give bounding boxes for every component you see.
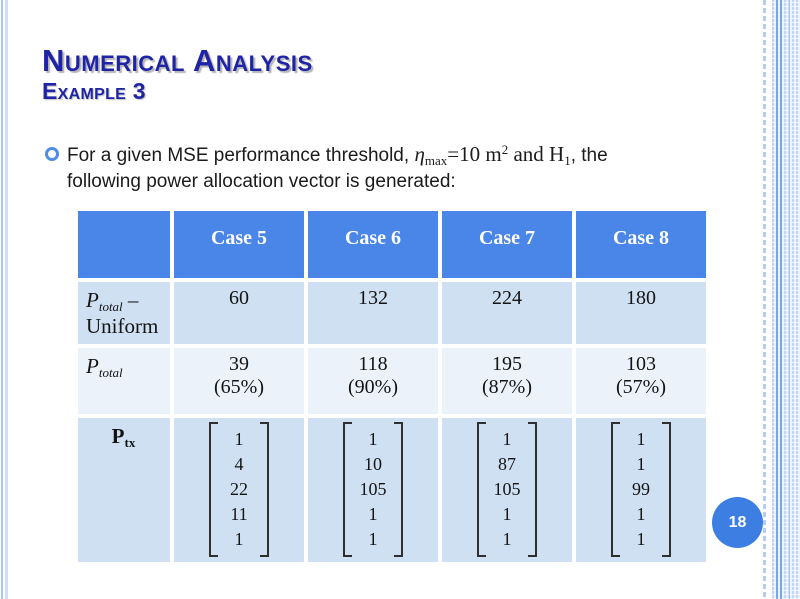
row-label-ptx: Ptx xyxy=(78,418,170,562)
power-allocation-table: Case 5 Case 6 Case 7 Case 8 Ptotal – Uni… xyxy=(74,207,710,566)
p-symbol: P xyxy=(86,354,99,378)
row-label-ptotal: Ptotal xyxy=(78,348,170,414)
vector-bracket-right xyxy=(260,422,269,557)
vector-bracket-left xyxy=(343,422,352,557)
h-subscript: 1 xyxy=(564,153,571,168)
table-row-ptx: Ptx 1 4 22 11 1 1 10 105 1 1 xyxy=(78,418,706,562)
total-amount: 39 xyxy=(229,353,249,375)
row-label-line2: Uniform xyxy=(86,314,159,338)
total-value-case8: 103 (57%) xyxy=(576,348,706,414)
uniform-value-case7: 224 xyxy=(442,282,572,344)
total-value-case7: 195 (87%) xyxy=(442,348,572,414)
slide-title: Numerical Analysis xyxy=(42,43,313,78)
total-percent: (57%) xyxy=(616,376,666,398)
dash: – xyxy=(122,288,139,312)
vector-values: 1 1 99 1 1 xyxy=(632,429,650,549)
vector-bracket-right xyxy=(394,422,403,557)
col-header-case-6: Case 6 xyxy=(308,211,438,278)
total-amount: 103 xyxy=(626,353,656,375)
vector: 1 1 99 1 1 xyxy=(611,422,671,557)
col-header-case-7: Case 7 xyxy=(442,211,572,278)
vector: 1 4 22 11 1 xyxy=(209,422,269,557)
right-border-decoration xyxy=(772,0,800,599)
ptx-vector-case8: 1 1 99 1 1 xyxy=(576,418,706,562)
vector-bracket-right xyxy=(662,422,671,557)
uniform-value-case5: 60 xyxy=(174,282,304,344)
row-label-ptotal-uniform: Ptotal – Uniform xyxy=(78,282,170,344)
total-percent: (65%) xyxy=(214,376,264,398)
equals-value: =10 m xyxy=(447,142,502,166)
total-amount: 118 xyxy=(358,353,388,375)
formula: ηmax=10 m2 and H1 xyxy=(414,142,571,168)
bullet-text: For a given MSE performance threshold, η… xyxy=(67,141,754,195)
total-value-case6: 118 (90%) xyxy=(308,348,438,414)
vector-values: 1 4 22 11 1 xyxy=(230,429,248,549)
bullet-line-2: following power allocation vector is gen… xyxy=(67,171,456,192)
bullet-line1-end: , the xyxy=(570,145,608,166)
bullet-line-1: For a given MSE performance threshold, η… xyxy=(67,141,754,169)
uniform-value-case8: 180 xyxy=(576,282,706,344)
vector-values: 1 87 105 1 1 xyxy=(493,429,521,549)
slide-subtitle: Example 3 xyxy=(42,78,146,104)
col-header-case-8: Case 8 xyxy=(576,211,706,278)
vector: 1 10 105 1 1 xyxy=(343,422,403,557)
table-header-row: Case 5 Case 6 Case 7 Case 8 xyxy=(78,211,706,278)
h-symbol: H xyxy=(549,142,565,166)
meters-exponent: 2 xyxy=(501,142,509,157)
col-header-case-5: Case 5 xyxy=(174,211,304,278)
total-percent: (87%) xyxy=(482,376,532,398)
page-number-badge: 18 xyxy=(712,497,763,548)
ptx-vector-case6: 1 10 105 1 1 xyxy=(308,418,438,562)
page-number: 18 xyxy=(728,513,747,531)
vector: 1 87 105 1 1 xyxy=(477,422,537,557)
vector-bracket-left xyxy=(611,422,620,557)
total-amount: 195 xyxy=(492,353,522,375)
eta-subscript: max xyxy=(424,153,448,168)
vector-bracket-left xyxy=(477,422,486,557)
corner-header-cell xyxy=(78,211,170,278)
p-symbol: P xyxy=(86,288,99,312)
bullet-line1-sans: For a given MSE performance threshold, xyxy=(67,145,415,166)
vector-bracket-right xyxy=(528,422,537,557)
p-symbol: P xyxy=(111,424,125,448)
bullet-circle-icon xyxy=(45,147,59,161)
total-percent: (90%) xyxy=(348,376,398,398)
vector-values: 1 10 105 1 1 xyxy=(359,429,387,549)
p-subscript: tx xyxy=(124,435,136,450)
ptx-vector-case5: 1 4 22 11 1 xyxy=(174,418,304,562)
uniform-value-case6: 132 xyxy=(308,282,438,344)
eta-symbol: η xyxy=(414,142,425,166)
total-value-case5: 39 (65%) xyxy=(174,348,304,414)
table-row-ptotal: Ptotal 39 (65%) 118 (90%) 195 (87%) 103 … xyxy=(78,348,706,414)
left-border-decoration xyxy=(0,0,10,599)
vector-bracket-left xyxy=(209,422,218,557)
title-block: Numerical Analysis Example 3 xyxy=(42,44,313,104)
right-dotted-line-decoration xyxy=(763,0,766,599)
bullet-item: For a given MSE performance threshold, η… xyxy=(44,141,754,195)
table-row-ptotal-uniform: Ptotal – Uniform 60 132 224 180 xyxy=(78,282,706,344)
p-subscript: total xyxy=(98,299,123,314)
ptx-vector-case7: 1 87 105 1 1 xyxy=(442,418,572,562)
and-text: and xyxy=(508,142,550,166)
p-subscript: total xyxy=(98,365,123,380)
